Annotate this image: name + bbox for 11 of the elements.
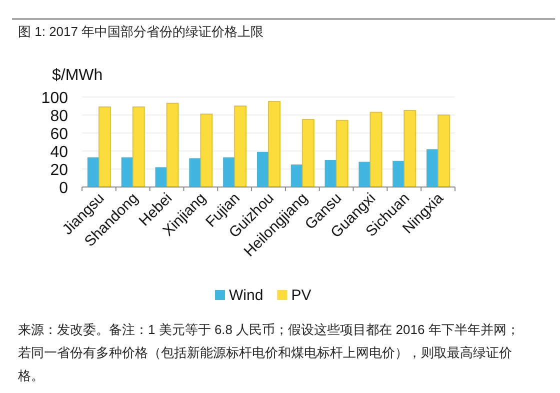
y-tick-label: 20 <box>50 162 68 179</box>
source-note: 来源：发改委。备注：1 美元等于 6.8 人民币；假设这些项目都在 2016 年下半年并网；若同一省份有多种价格（包括新能源标杆电价和煤电标杆上网电价），则取最高绿证价格。 <box>18 321 520 385</box>
y-axis-title: $/MWh <box>52 67 103 84</box>
y-tick-label: 0 <box>59 180 68 197</box>
legend-label: PV <box>291 287 312 304</box>
legend-label: Wind <box>229 287 264 304</box>
y-tick-label: 40 <box>50 144 68 161</box>
y-tick-label: 100 <box>41 90 68 107</box>
y-tick-label: 80 <box>50 108 68 125</box>
y-tick-label: 60 <box>50 126 68 143</box>
chart-title: 图 1: 2017 年中国部分省份的绿证价格上限 <box>18 24 264 39</box>
